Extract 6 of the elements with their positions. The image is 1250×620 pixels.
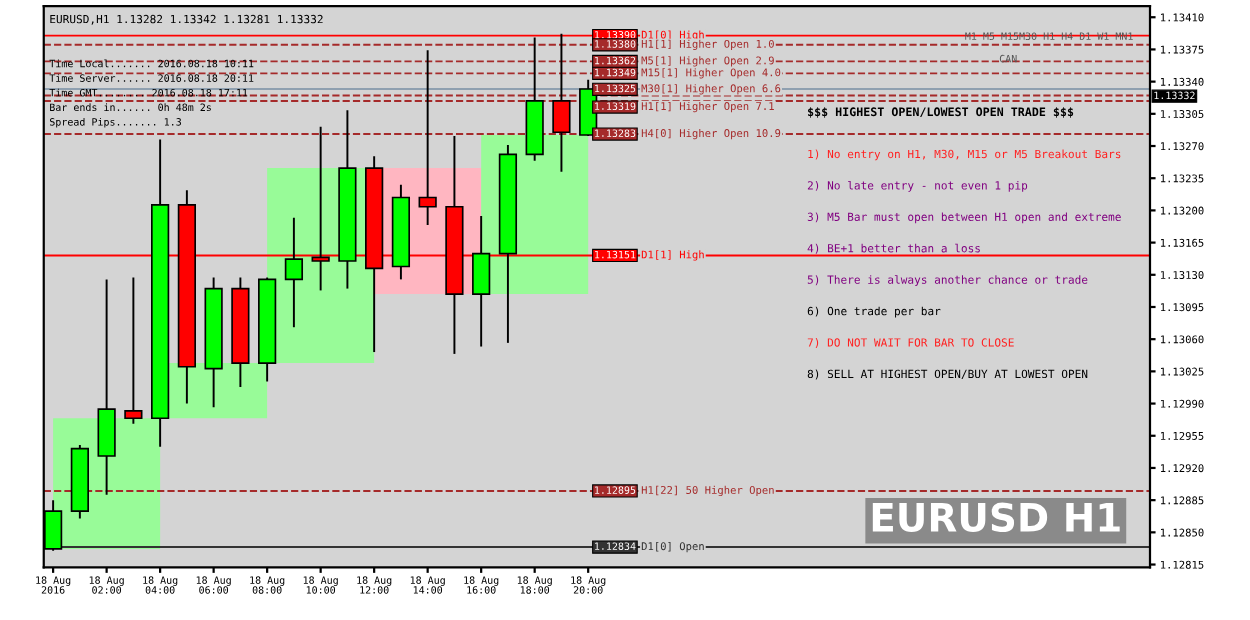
candlestick <box>284 216 304 329</box>
candlestick <box>124 276 143 425</box>
candlestick <box>472 214 491 348</box>
candlestick <box>97 278 116 496</box>
candlestick <box>418 49 437 227</box>
annotation: EURUSD H1 <box>872 502 1120 533</box>
